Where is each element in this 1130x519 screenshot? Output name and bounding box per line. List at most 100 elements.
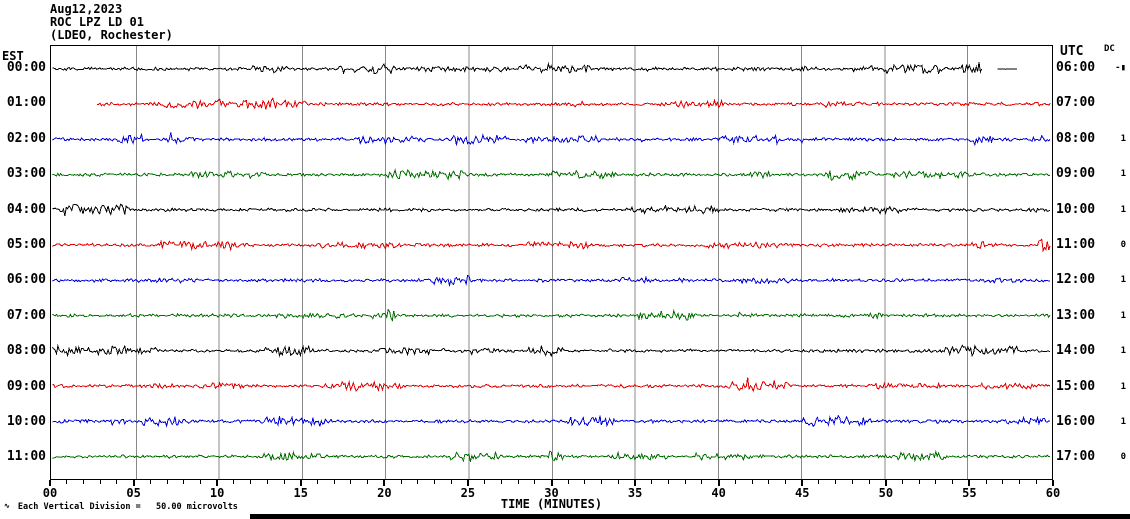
est-time-label: 05:00 — [6, 237, 46, 252]
dc-value: 1 — [1120, 275, 1126, 286]
x-minor-tick — [851, 480, 853, 484]
x-minor-tick — [1035, 480, 1037, 484]
x-minor-tick — [199, 480, 201, 484]
x-minor-tick — [484, 480, 486, 484]
x-tick-label: 15 — [293, 486, 308, 500]
scale-note: ∿ Each Vertical Division = 50.00 microvol… — [4, 501, 238, 512]
x-major-tick — [466, 480, 469, 486]
x-major-tick — [1052, 480, 1054, 486]
x-tick-label: 50 — [878, 486, 894, 500]
x-minor-tick — [868, 480, 870, 484]
x-minor-tick — [417, 480, 419, 484]
est-time-label: 01:00 — [6, 95, 46, 111]
x-minor-tick — [651, 480, 653, 484]
est-time-label: 08:00 — [6, 343, 46, 359]
x-minor-tick — [283, 480, 285, 484]
x-minor-tick — [233, 480, 235, 484]
x-major-tick — [801, 480, 804, 486]
x-minor-tick — [500, 480, 502, 484]
title-date: Aug12,2023 — [50, 2, 123, 16]
dc-value: 1 — [1120, 381, 1126, 392]
x-tick-label: 30 — [544, 486, 559, 500]
title-location: (LDEO, Rochester) — [50, 28, 173, 42]
dc-value: 1 — [1120, 204, 1126, 215]
est-time-label: 07:00 — [6, 307, 46, 323]
x-axis: 00 05 10 15 20 25 30 35 40 45 50 55 60 — [43, 480, 1060, 506]
x-minor-tick — [350, 480, 352, 484]
x-tick-label: 10 — [209, 486, 225, 500]
scale-note-text: Each Vertical Division = 50.00 microvolt… — [17, 502, 238, 512]
utc-time-label: 09:00 — [1056, 166, 1096, 182]
x-minor-tick — [601, 480, 603, 484]
utc-time-label: 11:00 — [1056, 237, 1096, 252]
dc-value: 0 — [1120, 452, 1126, 463]
x-minor-tick — [818, 480, 820, 484]
x-tick-label: 25 — [460, 486, 476, 500]
seismo-trace — [52, 377, 1051, 393]
dc-value: 1 — [1120, 346, 1126, 357]
x-major-tick — [717, 480, 720, 486]
x-minor-tick — [367, 480, 369, 484]
x-tick-label: 60 — [1045, 486, 1061, 500]
x-tick-label: 20 — [377, 486, 392, 500]
utc-time-label: 08:00 — [1056, 130, 1096, 146]
x-minor-tick — [668, 480, 670, 484]
x-minor-tick — [116, 480, 118, 484]
utc-time-label: 06:00 — [1056, 60, 1096, 75]
seismo-trace — [52, 168, 1051, 181]
x-tick-label: 45 — [795, 486, 810, 500]
x-major-tick — [49, 480, 51, 486]
x-minor-tick — [433, 480, 435, 484]
est-time-label: 04:00 — [6, 201, 46, 217]
x-minor-tick — [617, 480, 619, 484]
x-minor-tick — [935, 480, 937, 484]
seismo-trace — [52, 308, 1051, 323]
x-minor-tick — [768, 480, 770, 484]
dc-value: 1 — [1120, 310, 1126, 321]
x-major-tick — [132, 480, 135, 486]
x-minor-tick — [534, 480, 536, 484]
dc-value: 1 — [1120, 133, 1126, 144]
seismo-trace — [97, 97, 1051, 110]
x-minor-tick — [785, 480, 787, 484]
x-minor-tick — [751, 480, 753, 484]
x-major-tick — [884, 480, 887, 486]
title-station: ROC LPZ LD 01 — [50, 15, 144, 29]
x-major-tick — [968, 480, 971, 486]
x-major-tick — [634, 480, 637, 486]
x-tick-label: 35 — [627, 486, 643, 500]
seismo-trace — [52, 203, 1051, 216]
utc-time-label: 14:00 — [1056, 343, 1096, 359]
est-time-label: 06:00 — [6, 272, 46, 288]
dc-value: 1 — [1120, 417, 1126, 427]
dc-value: 1 — [1120, 169, 1126, 180]
x-major-tick — [216, 480, 219, 486]
x-major-tick — [383, 480, 386, 486]
x-minor-tick — [1019, 480, 1021, 484]
utc-time-label: 13:00 — [1056, 307, 1096, 323]
utc-time-label: 12:00 — [1056, 272, 1096, 288]
x-minor-tick — [584, 480, 586, 484]
x-major-tick — [550, 480, 553, 486]
title-block: Aug12,2023 ROC LPZ LD 01 (LDEO, Rocheste… — [50, 3, 173, 42]
x-minor-tick — [567, 480, 569, 484]
x-minor-tick — [517, 480, 519, 484]
x-minor-tick — [902, 480, 904, 484]
x-minor-tick — [183, 480, 185, 484]
x-tick-label: 40 — [711, 486, 726, 500]
x-minor-tick — [316, 480, 318, 484]
seismo-trace — [52, 61, 983, 75]
x-major-tick — [299, 480, 302, 486]
seismo-trace — [52, 414, 1051, 428]
dc-value: -▮ — [1115, 63, 1126, 73]
x-minor-tick — [166, 480, 168, 484]
right-axis-label: UTC — [1060, 44, 1084, 59]
bottom-truncation-bar — [250, 514, 1130, 519]
x-minor-tick — [333, 480, 335, 484]
utc-time-label: 15:00 — [1056, 378, 1096, 394]
dc-column-label: DC — [1104, 44, 1115, 54]
x-tick-label: 55 — [962, 486, 977, 500]
plot-area — [50, 45, 1053, 480]
x-tick-label: 00 — [42, 486, 58, 500]
